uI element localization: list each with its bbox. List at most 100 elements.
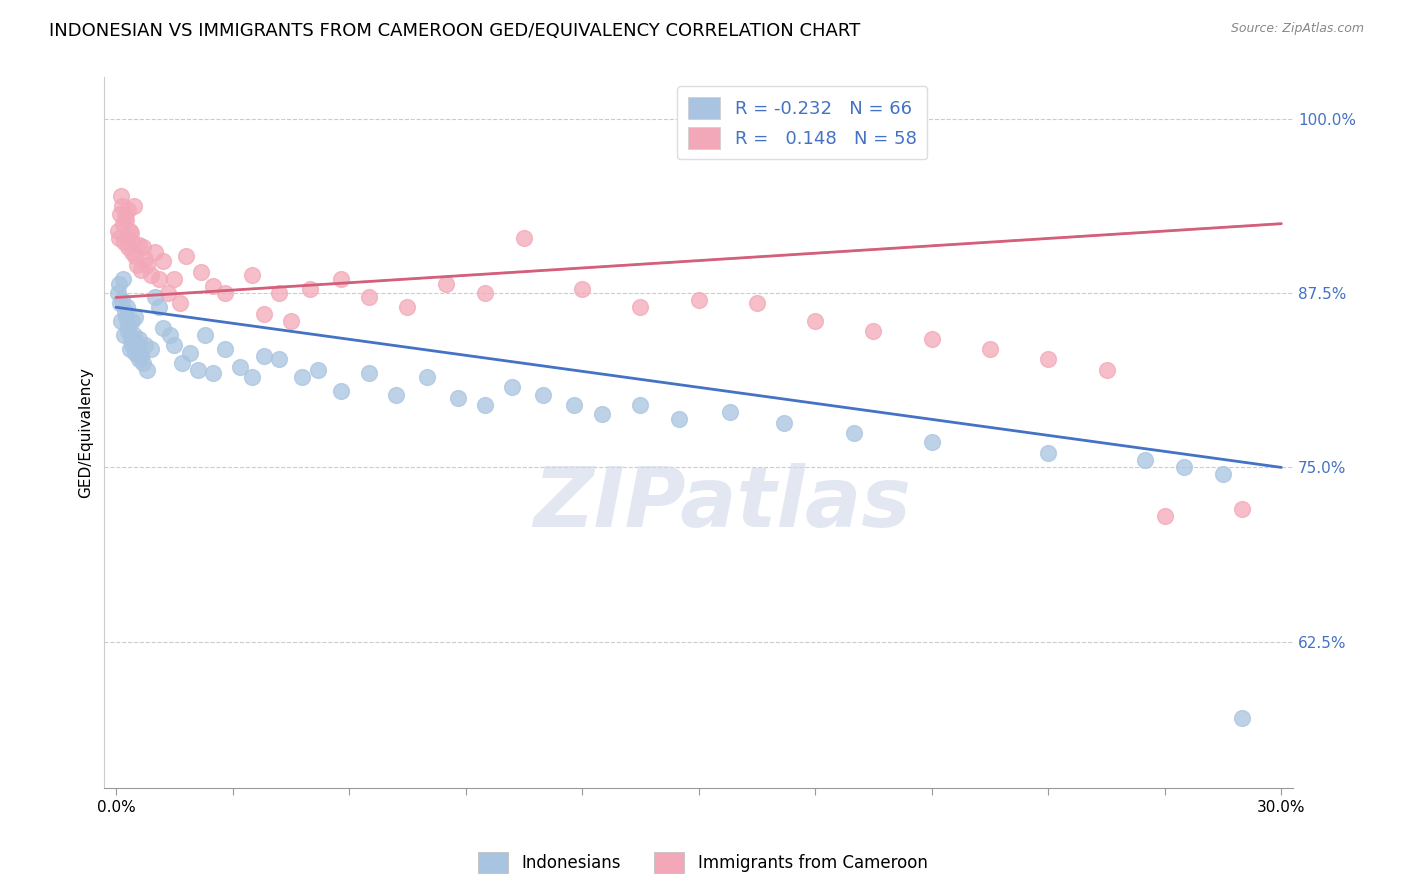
Point [152,254,174,268]
Point [531,388,554,402]
Point [862,324,884,338]
Point [1135,453,1157,467]
Point [115,230,138,244]
Point [148,272,170,286]
Point [117,240,139,254]
Point [1232,502,1254,516]
Point [434,277,457,291]
Point [291,370,314,384]
Point [253,349,276,363]
Point [136,259,159,273]
Point [127,342,149,356]
Point [124,310,146,324]
Point [107,286,129,301]
Point [134,252,156,266]
Point [110,314,132,328]
Point [202,279,225,293]
Point [117,318,139,333]
Point [668,411,690,425]
Point [143,291,166,305]
Point [111,293,134,308]
Point [1038,446,1060,460]
Point [121,338,143,352]
Point [134,338,156,352]
Text: ZIPatlas: ZIPatlas [533,463,911,544]
Point [921,332,943,346]
Legend: R = -0.232   N = 66, R =   0.148   N = 58: R = -0.232 N = 66, R = 0.148 N = 58 [676,87,928,160]
Point [269,351,291,366]
Point [745,296,768,310]
Point [122,328,145,343]
Point [117,202,139,217]
Point [513,230,536,244]
Point [120,332,142,346]
Text: Source: ZipAtlas.com: Source: ZipAtlas.com [1230,22,1364,36]
Point [129,262,152,277]
Point [117,324,139,338]
Point [214,342,236,356]
Point [163,338,186,352]
Point [571,282,593,296]
Point [357,366,380,380]
Point [194,328,217,343]
Point [330,272,353,286]
Point [122,198,145,212]
Point [112,217,135,231]
Point [474,286,496,301]
Point [121,314,143,328]
Point [110,189,132,203]
Point [190,265,212,279]
Point [501,379,523,393]
Point [253,307,276,321]
Point [108,296,131,310]
Point [979,342,1001,356]
Point [136,363,159,377]
Point [112,272,135,286]
Point [202,366,225,380]
Point [107,224,129,238]
Point [174,249,197,263]
Point [129,349,152,363]
Point [124,249,146,263]
Point [804,314,827,328]
Point [1095,363,1118,377]
Point [591,408,613,422]
Point [179,346,201,360]
Point [718,405,741,419]
Point [299,282,322,296]
Point [214,286,236,301]
Point [921,435,943,450]
Point [416,370,439,384]
Point [121,244,143,259]
Point [159,328,181,343]
Point [307,363,329,377]
Point [148,300,170,314]
Point [114,212,136,227]
Point [118,224,141,238]
Y-axis label: GED/Equivalency: GED/Equivalency [79,368,93,498]
Point [447,391,470,405]
Point [120,227,142,241]
Point [132,356,155,370]
Point [564,398,586,412]
Point [139,268,162,283]
Point [170,356,193,370]
Point [108,277,131,291]
Legend: Indonesians, Immigrants from Cameroon: Indonesians, Immigrants from Cameroon [471,846,935,880]
Point [773,416,796,430]
Point [114,210,136,224]
Point [269,286,291,301]
Point [157,286,180,301]
Point [108,230,131,244]
Point [1173,460,1195,475]
Point [240,370,263,384]
Point [628,398,651,412]
Point [474,398,496,412]
Point [128,332,150,346]
Point [121,235,143,249]
Point [628,300,651,314]
Point [688,293,710,308]
Point [112,235,135,249]
Point [111,198,134,212]
Point [1153,509,1175,524]
